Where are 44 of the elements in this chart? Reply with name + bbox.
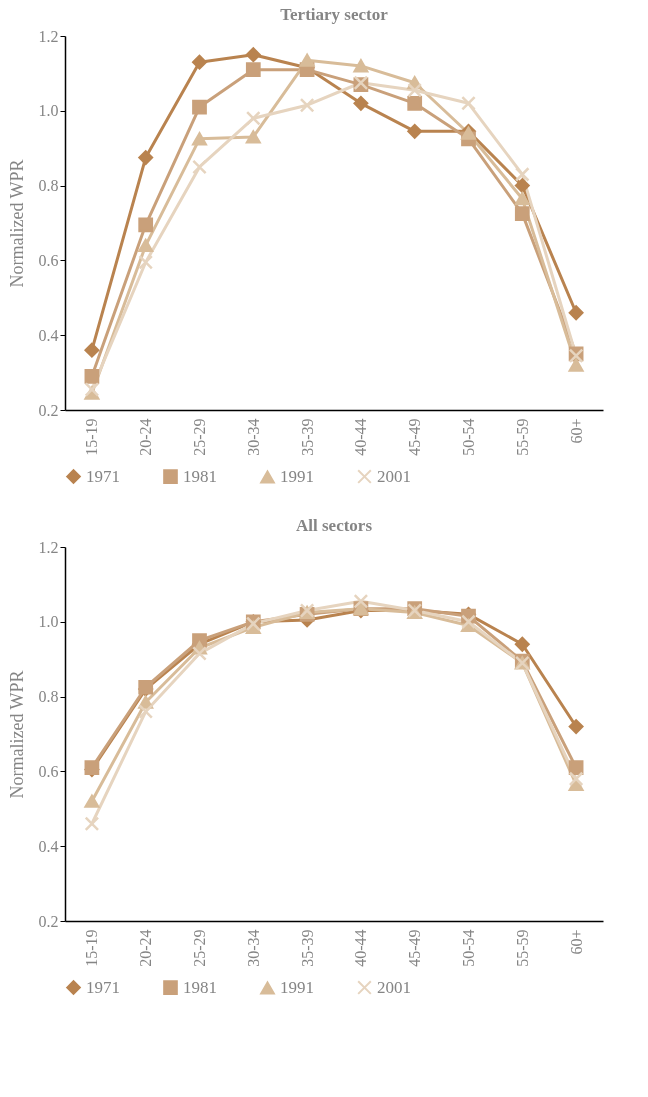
x-tick-label: 50-54 [460, 929, 477, 967]
x-tick-label: 20-24 [137, 929, 155, 967]
y-tick-label: 1.2 [38, 538, 59, 556]
y-tick-label: 0.8 [38, 688, 59, 706]
y-axis-title: Normalized WPR [6, 159, 27, 288]
legend-label: 2001 [377, 466, 411, 486]
x-tick-label: 30-34 [244, 929, 262, 967]
chart-title: All sectors [295, 516, 373, 535]
x-tick-label: 45-49 [406, 929, 424, 967]
y-tick-label: 1.0 [38, 613, 59, 631]
y-axis-title: Normalized WPR [6, 670, 27, 799]
x-tick-label: 40-44 [352, 418, 370, 456]
legend-label: 1991 [280, 978, 314, 998]
legend-label: 1991 [280, 467, 314, 487]
x-tick-label: 55-59 [513, 929, 531, 967]
y-tick-label: 1.0 [38, 102, 59, 120]
x-tick-label: 50-54 [460, 418, 477, 456]
x-tick-label: 45-49 [406, 418, 424, 456]
x-tick-label: 60+ [567, 929, 585, 955]
y-tick-label: 0.4 [38, 326, 59, 344]
x-tick-label: 60+ [567, 418, 585, 444]
y-tick-label: 1.2 [38, 27, 59, 45]
x-tick-label: 15-19 [83, 418, 101, 456]
y-tick-label: 0.4 [38, 837, 59, 855]
chart-title: Tertiary sector [280, 5, 389, 24]
y-tick-label: 0.8 [38, 177, 59, 195]
legend-label: 1971 [86, 977, 120, 997]
x-tick-label: 55-59 [513, 418, 531, 456]
y-tick-label: 0.6 [38, 251, 59, 269]
x-tick-label: 20-24 [137, 418, 155, 456]
legend-label: 1981 [183, 466, 217, 486]
legend-label: 1971 [86, 466, 120, 486]
x-tick-label: 35-39 [298, 418, 316, 456]
x-tick-label: 30-34 [244, 418, 262, 456]
y-tick-label: 0.6 [38, 762, 59, 780]
legend-label: 2001 [377, 977, 411, 997]
y-tick-label: 0.2 [38, 401, 59, 419]
legend-label: 1981 [183, 977, 217, 997]
x-tick-label: 35-39 [298, 929, 316, 967]
y-tick-label: 0.2 [38, 912, 59, 930]
x-tick-label: 40-44 [352, 929, 370, 967]
x-tick-label: 15-19 [83, 929, 101, 967]
x-tick-label: 25-29 [191, 929, 208, 967]
x-tick-label: 25-29 [191, 418, 208, 456]
